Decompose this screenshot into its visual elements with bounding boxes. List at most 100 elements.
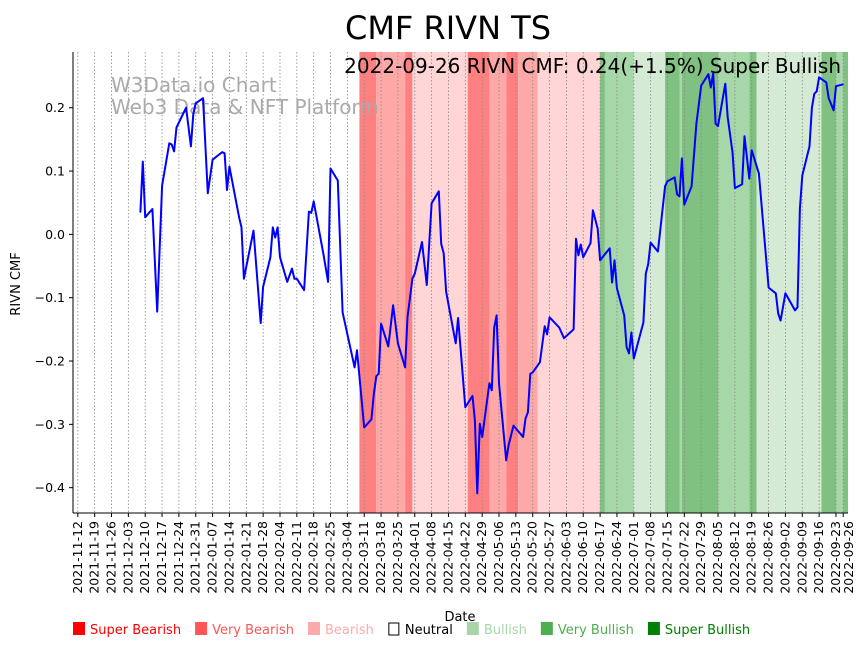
data-point [387,345,389,348]
band-super-bullish [749,52,757,513]
cmf-data-points [139,72,844,494]
data-point [322,252,324,254]
data-point [642,321,645,323]
legend-label: Bullish [484,623,527,638]
data-point [269,256,271,258]
x-tick-label: 2022-03-18 [373,521,388,594]
data-point [825,81,827,83]
band-very-bearish [376,52,406,513]
data-point [476,492,478,494]
data-point [488,382,490,384]
band-super-bullish [665,52,680,513]
x-tick-label: 2022-06-24 [609,521,624,594]
legend-item-super-bearish: Super Bearish [73,622,181,638]
data-point [296,278,298,280]
data-point [426,284,428,286]
data-point [695,122,697,125]
data-point [380,323,382,325]
band-bearish [412,52,468,513]
data-point [796,306,799,308]
data-point [777,312,779,315]
legend-label: Neutral [405,623,453,638]
data-point [392,304,394,306]
band-very-bullish [604,52,634,513]
legend-item-neutral: Neutral [388,622,453,638]
data-point [707,73,710,75]
latest-value-annotation: 2022-09-26 RIVN CMF: 0.24(+1.5%) Super B… [344,54,841,78]
data-point [353,366,356,368]
x-tick-label: 2021-11-19 [87,521,102,594]
x-tick-label: 2022-09-02 [777,521,792,594]
data-point [161,185,163,187]
data-point [291,267,293,270]
y-axis-ticks: −0.4 −0.3 −0.2 −0.1 0.0 0.1 0.2 [35,100,73,495]
data-point [457,317,459,319]
data-point [308,210,310,213]
x-tick-label: 2022-07-29 [693,521,708,594]
data-point [712,72,714,75]
data-point [681,157,683,159]
data-point [794,309,796,311]
data-point [625,346,628,348]
data-point [813,93,815,95]
data-point [580,243,582,246]
data-point [690,185,693,187]
data-point [274,236,276,239]
data-point [493,326,495,329]
y-axis-label: RIVN CMF [9,252,24,315]
data-point [404,366,406,368]
data-point [816,90,818,92]
x-tick-label: 2022-02-25 [323,521,338,594]
data-point [734,187,736,189]
x-tick-label: 2022-07-22 [676,521,691,594]
data-point [151,208,154,210]
data-point [327,281,329,283]
data-point [211,159,214,161]
legend-item-very-bearish: Very Bearish [195,622,294,638]
y-tick-label: −0.3 [35,417,65,432]
data-point [464,406,466,408]
data-point [272,226,274,229]
watermark-line-1: W3Data.io Chart [111,73,277,97]
band-very-bullish [679,52,682,513]
band-super-bearish [405,52,413,513]
x-tick-label: 2021-12-24 [171,521,186,594]
data-point [505,459,507,462]
legend-label: Super Bearish [90,623,181,638]
x-tick-label: 2022-04-15 [440,521,455,594]
data-point [799,207,801,210]
data-point [592,209,594,211]
data-point [548,316,551,318]
data-point [378,373,380,375]
x-tick-label: 2022-02-04 [272,521,287,594]
data-point [623,314,625,317]
legend-swatch [195,622,208,635]
x-tick-label: 2022-05-13 [508,521,523,594]
data-point [303,289,305,291]
x-tick-label: 2022-03-11 [356,521,371,594]
band-super-bullish [821,52,836,513]
x-tick-label: 2022-07-08 [643,521,658,594]
data-point [240,226,243,229]
band-super-bullish [843,52,848,513]
x-tick-label: 2022-04-01 [407,521,422,594]
x-tick-label: 2022-01-28 [255,521,270,594]
data-point [228,166,231,168]
legend-swatch [647,622,660,635]
x-tick-label: 2022-01-14 [221,521,236,594]
band-super-bullish [681,52,719,513]
data-point [775,292,777,294]
band-very-bearish [518,52,538,513]
x-tick-label: 2022-03-25 [390,521,405,594]
data-point [175,126,178,128]
x-tick-label: 2022-05-06 [491,521,506,594]
data-point [262,286,264,288]
band-super-bearish [359,52,377,513]
data-point [715,122,717,125]
data-point [573,328,575,330]
data-point [589,242,592,244]
data-point [758,172,760,175]
data-point [142,160,144,163]
x-tick-label: 2022-06-10 [575,521,590,594]
data-point [575,238,577,240]
